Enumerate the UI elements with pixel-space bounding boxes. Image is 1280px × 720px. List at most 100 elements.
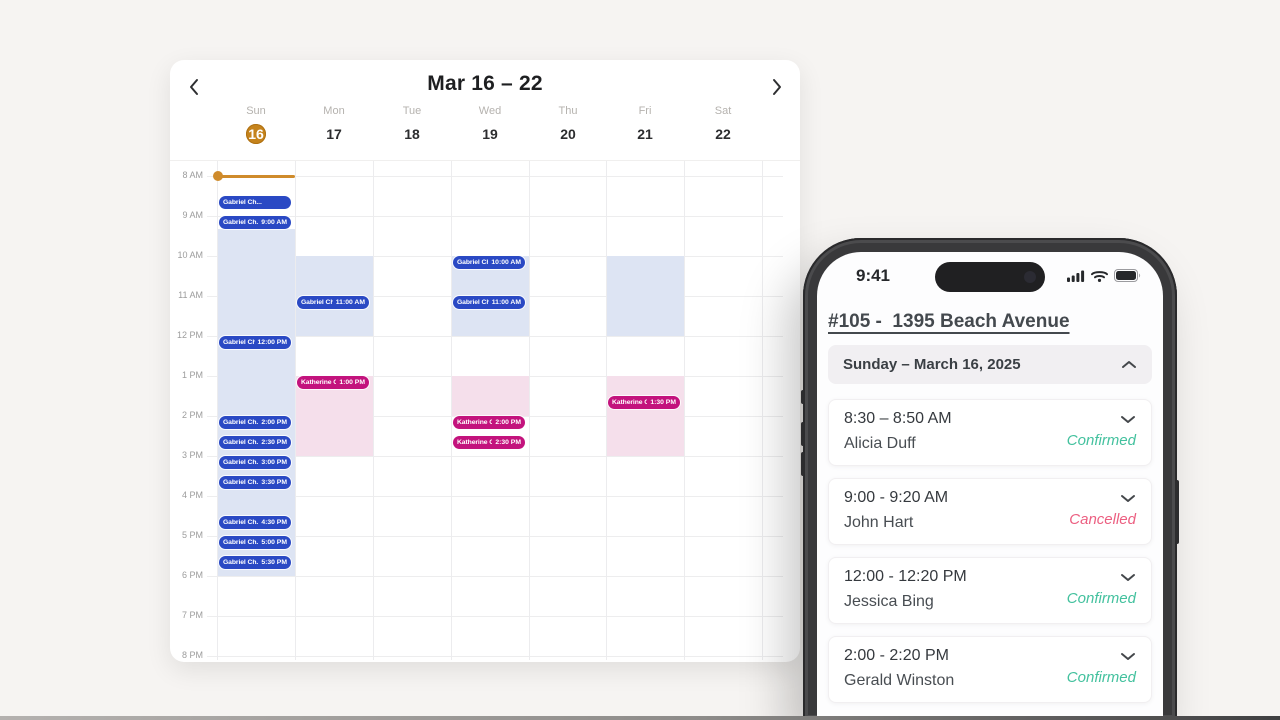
event-pill[interactable]: Gabriel Ch...10:00 AM bbox=[453, 256, 525, 269]
day-number: 21 bbox=[637, 126, 653, 142]
hour-label: 11 AM bbox=[178, 290, 203, 300]
day-number: 17 bbox=[326, 126, 342, 142]
event-title: Gabriel Ch... bbox=[223, 219, 259, 226]
day-cell-thu[interactable]: Thu 20 bbox=[529, 104, 607, 144]
event-time: 10:00 AM bbox=[491, 259, 521, 266]
front-camera-icon bbox=[1024, 271, 1036, 283]
day-cell-fri[interactable]: Fri 21 bbox=[606, 104, 684, 144]
hour-label: 9 AM bbox=[182, 210, 203, 220]
event-pill[interactable]: Katherine Co...1:00 PM bbox=[297, 376, 369, 389]
event-pill[interactable]: Gabriel Ch... 3:30 PM bbox=[219, 476, 291, 489]
grid-day-line bbox=[373, 161, 374, 660]
event-pill[interactable]: Gabriel Ch... bbox=[219, 196, 291, 209]
phone-volume-up-button bbox=[801, 422, 805, 446]
status-badge: Cancelled bbox=[1069, 511, 1136, 528]
event-pill[interactable]: Gabriel Ch...12:00 PM bbox=[219, 336, 291, 349]
event-title: Gabriel Ch... bbox=[223, 459, 259, 466]
bottom-edge-bar bbox=[0, 716, 1280, 720]
client-name: Alicia Duff bbox=[844, 435, 916, 452]
grid-day-line bbox=[217, 161, 218, 660]
event-time: 1:00 PM bbox=[339, 379, 365, 386]
chevron-down-icon[interactable] bbox=[1120, 652, 1136, 661]
chevron-down-icon[interactable] bbox=[1120, 573, 1136, 582]
hour-label: 12 PM bbox=[176, 330, 203, 340]
event-pill[interactable]: Gabriel Ch... 5:30 PM bbox=[219, 556, 291, 569]
event-pill[interactable]: Gabriel Ch... 4:30 PM bbox=[219, 516, 291, 529]
hour-label: 6 PM bbox=[181, 570, 203, 580]
event-title: Gabriel Ch... bbox=[223, 339, 255, 346]
day-section-header[interactable]: Sunday – March 16, 2025 bbox=[828, 345, 1152, 384]
event-time: 2:00 PM bbox=[261, 419, 287, 426]
event-time: 2:30 PM bbox=[495, 439, 521, 446]
status-time: 9:41 bbox=[855, 266, 891, 285]
appointment-card[interactable]: 9:00 - 9:20 AM John Hart Cancelled bbox=[828, 478, 1152, 545]
event-time: 2:30 PM bbox=[261, 439, 287, 446]
day-name: Fri bbox=[638, 105, 652, 117]
event-pill[interactable]: Gabriel Ch... 5:00 PM bbox=[219, 536, 291, 549]
signal-icon bbox=[1067, 270, 1085, 282]
event-pill[interactable]: Gabriel Ch... 9:00 AM bbox=[219, 216, 291, 229]
client-name: Gerald Winston bbox=[844, 672, 955, 689]
grid-hour-line bbox=[207, 336, 783, 337]
battery-icon bbox=[1114, 269, 1141, 282]
hour-label: 8 AM bbox=[182, 170, 203, 180]
event-time: 5:00 PM bbox=[261, 539, 287, 546]
next-week-button[interactable] bbox=[762, 72, 792, 102]
grid-day-line bbox=[762, 161, 763, 660]
wifi-icon bbox=[1091, 270, 1108, 282]
appointment-time-range: 8:30 – 8:50 AM bbox=[844, 410, 952, 427]
event-pill[interactable]: Gabriel Ch... 2:30 PM bbox=[219, 436, 291, 449]
event-pill[interactable]: Gabriel Ch... 3:00 PM bbox=[219, 456, 291, 469]
appointment-card[interactable]: 2:00 - 2:20 PM Gerald Winston Confirmed bbox=[828, 636, 1152, 703]
event-time: 4:30 PM bbox=[261, 519, 287, 526]
event-title: Gabriel Ch... bbox=[223, 559, 259, 566]
day-cell-tue[interactable]: Tue 18 bbox=[373, 104, 451, 144]
event-pill[interactable]: Katherine Co...2:00 PM bbox=[453, 416, 525, 429]
hour-label: 10 AM bbox=[177, 250, 203, 260]
phone-screen: 9:41 bbox=[817, 252, 1163, 720]
grid-day-line bbox=[451, 161, 452, 660]
day-cell-sun[interactable]: Sun 16 bbox=[217, 104, 295, 144]
grid-hour-line bbox=[207, 176, 783, 177]
appointment-card[interactable]: 12:00 - 12:20 PM Jessica Bing Confirmed bbox=[828, 557, 1152, 624]
previous-week-button[interactable] bbox=[178, 72, 208, 102]
event-title: Katherine Co... bbox=[457, 439, 493, 446]
day-cell-sat[interactable]: Sat 22 bbox=[684, 104, 762, 144]
appointment-card[interactable]: 8:30 – 8:50 AM Alicia Duff Confirmed bbox=[828, 399, 1152, 466]
chevron-down-icon[interactable] bbox=[1120, 494, 1136, 503]
event-pill[interactable]: Katherine Co...2:30 PM bbox=[453, 436, 525, 449]
grid-hour-line bbox=[207, 656, 783, 657]
day-name: Sat bbox=[714, 105, 732, 117]
event-pill[interactable]: Gabriel Ch... 2:00 PM bbox=[219, 416, 291, 429]
event-pill[interactable]: Katherine Co...1:30 PM bbox=[608, 396, 680, 409]
day-name: Wed bbox=[478, 105, 502, 117]
chevron-left-icon bbox=[188, 78, 199, 96]
grid-day-line bbox=[529, 161, 530, 660]
chevron-down-icon[interactable] bbox=[1120, 415, 1136, 424]
status-badge: Confirmed bbox=[1066, 669, 1136, 686]
booking-header-link[interactable]: #105 - 1395 Beach Avenue bbox=[828, 311, 1070, 332]
appointment-time-range: 2:00 - 2:20 PM bbox=[844, 647, 949, 664]
event-pill[interactable]: Gabriel Ch...11:00 AM bbox=[453, 296, 525, 309]
day-number: 20 bbox=[560, 126, 576, 142]
day-name: Thu bbox=[558, 105, 578, 117]
event-time: 12:00 PM bbox=[257, 339, 287, 346]
event-title: Gabriel Ch... bbox=[223, 419, 259, 426]
day-cell-mon[interactable]: Mon 17 bbox=[295, 104, 373, 144]
day-number: 22 bbox=[715, 126, 731, 142]
event-time: 9:00 AM bbox=[261, 219, 287, 226]
grid-day-line bbox=[606, 161, 607, 660]
phone-action-button bbox=[801, 390, 805, 404]
event-title: Gabriel Ch... bbox=[223, 199, 262, 206]
day-cell-wed[interactable]: Wed 19 bbox=[451, 104, 529, 144]
event-title: Gabriel Ch... bbox=[457, 259, 489, 266]
event-pill[interactable]: Gabriel Ch...11:00 AM bbox=[297, 296, 369, 309]
day-name: Tue bbox=[402, 105, 422, 117]
active-day-badge: 16 bbox=[246, 124, 266, 144]
client-name: Jessica Bing bbox=[844, 593, 934, 610]
grid-hour-line bbox=[207, 216, 783, 217]
day-number: 19 bbox=[482, 126, 498, 142]
current-time-line bbox=[218, 174, 295, 178]
event-title: Gabriel Ch... bbox=[301, 299, 333, 306]
availability-band-pink bbox=[296, 376, 373, 456]
